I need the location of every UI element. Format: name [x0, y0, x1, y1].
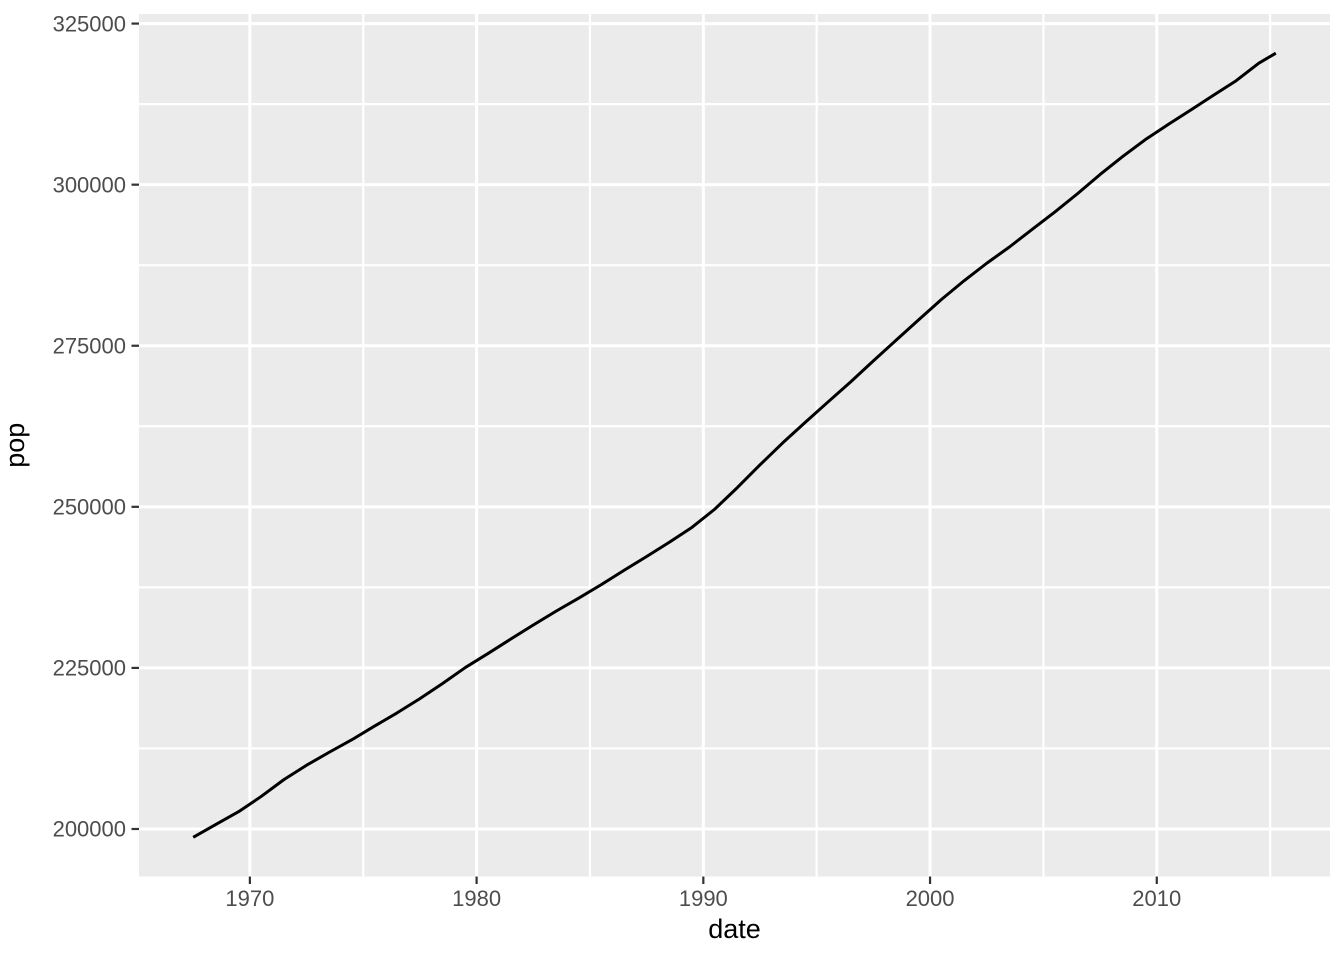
- x-tick-label: 1990: [679, 886, 728, 911]
- series-line-pop: [192, 51, 1277, 839]
- x-tick-label: 1980: [452, 886, 501, 911]
- y-axis-title: pop: [0, 423, 30, 468]
- x-tick-label: 2000: [906, 886, 955, 911]
- x-tick-label: 1970: [225, 886, 274, 911]
- plot-panel: [139, 14, 1330, 877]
- y-tick-label: 225000: [53, 656, 126, 681]
- x-axis-title: date: [708, 914, 761, 944]
- y-tick-label: 325000: [53, 11, 126, 36]
- y-tick-label: 200000: [53, 817, 126, 842]
- x-tick-label: 2010: [1132, 886, 1181, 911]
- y-tick-label: 275000: [53, 333, 126, 358]
- y-tick-label: 300000: [53, 172, 126, 197]
- y-tick-label: 250000: [53, 495, 126, 520]
